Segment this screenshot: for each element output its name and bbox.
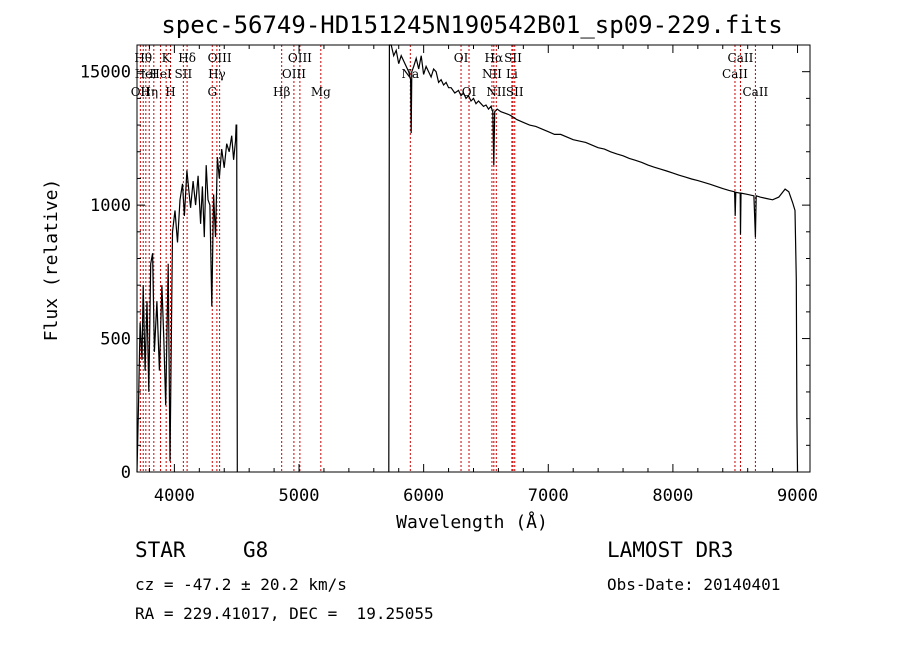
spectral-line-label: OII bbox=[131, 85, 151, 99]
spectral-line-markers bbox=[139, 45, 756, 472]
spectral-line-label: OI bbox=[462, 85, 477, 99]
spectral-line-label: OIII bbox=[208, 51, 232, 65]
x-axis: 4000 5000 6000 7000 8000 9000 bbox=[148, 45, 818, 506]
x-tick-label: 4000 bbox=[154, 486, 195, 506]
spectral-line-label: CaII bbox=[722, 67, 748, 81]
spectral-line-label: Hβ bbox=[273, 85, 290, 99]
spectral-line-label: CaII bbox=[742, 85, 768, 99]
plot-frame bbox=[136, 44, 811, 473]
spectral-line-label: SII bbox=[175, 67, 193, 81]
x-tick-label: 6000 bbox=[403, 486, 444, 506]
x-axis-label: Wavelength (Å) bbox=[396, 511, 548, 533]
spectrum-line bbox=[136, 124, 238, 473]
spectral-line-label: HeI bbox=[135, 67, 158, 81]
spectral-line-label: Hδ bbox=[178, 51, 196, 65]
chart-title: spec-56749-HD151245N190542B01_sp09-229.f… bbox=[161, 11, 782, 39]
y-tick-label: 500 bbox=[100, 330, 131, 350]
spectral-line-label: CaII bbox=[728, 51, 754, 65]
x-tick-label: 9000 bbox=[777, 486, 818, 506]
spectral-line-label: Li bbox=[506, 67, 518, 81]
spectral-line-label: G bbox=[207, 85, 217, 99]
spectral-line-label: Hγ bbox=[208, 67, 226, 81]
spectral-line-label: SII bbox=[506, 85, 524, 99]
spectrum-line bbox=[388, 44, 799, 473]
object-subclass: G8 bbox=[243, 538, 269, 562]
spectral-line-label: OI bbox=[454, 51, 469, 65]
spectral-line-label: Na bbox=[401, 67, 419, 81]
y-axis: 0 500 1000 15000 bbox=[80, 63, 810, 483]
y-tick-label: 15000 bbox=[80, 63, 131, 83]
x-tick-label: 5000 bbox=[279, 486, 320, 506]
redshift-velocity: cz = -47.2 ± 20.2 km/s bbox=[135, 575, 347, 594]
spectral-line-label: OIII bbox=[288, 51, 312, 65]
spectral-line-labels: OIIHθHeIHηHeIKHSIIHδGHγOIIIHβOIIIOIIIMgN… bbox=[131, 51, 769, 99]
observation-date: Obs-Date: 20140401 bbox=[607, 575, 781, 594]
object-class: STAR bbox=[135, 538, 186, 562]
spectral-line-label: H bbox=[165, 85, 175, 99]
spectral-line-label: Hη bbox=[140, 85, 158, 99]
y-tick-label: 0 bbox=[121, 463, 131, 483]
spectral-line-label: HeI bbox=[149, 67, 172, 81]
x-tick-label: 8000 bbox=[652, 486, 693, 506]
spectral-line-label: Mg bbox=[311, 85, 331, 99]
x-tick-label: 7000 bbox=[528, 486, 569, 506]
survey-name: LAMOST DR3 bbox=[607, 538, 734, 562]
y-axis-label: Flux (relative) bbox=[41, 179, 62, 342]
spectral-line-label: SII bbox=[504, 51, 522, 65]
spectral-line-label: NII bbox=[482, 67, 502, 81]
spectral-line-label: NII bbox=[486, 85, 506, 99]
spectral-line-label: Hθ bbox=[134, 51, 152, 65]
spectrum-series bbox=[136, 44, 799, 473]
spectral-line-label: K bbox=[162, 51, 172, 65]
spectral-line-label: Hα bbox=[485, 51, 504, 65]
sky-coordinates: RA = 229.41017, DEC = 19.25055 bbox=[135, 604, 434, 623]
y-tick-label: 1000 bbox=[90, 196, 131, 216]
spectral-line-label: OIII bbox=[282, 67, 306, 81]
